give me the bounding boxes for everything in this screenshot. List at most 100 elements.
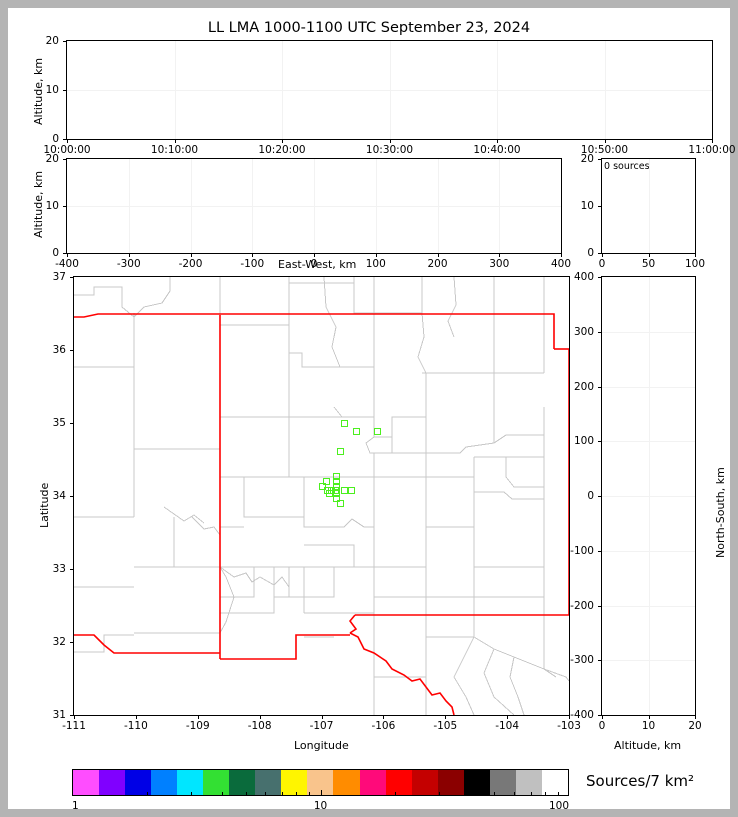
panel-eastwest-altitude-ylabel: Altitude, km	[32, 170, 45, 238]
grid-line-vertical	[648, 159, 650, 253]
panel-eastwest-altitude-xlabel: East-West, km	[278, 258, 357, 271]
grid-line-horizontal	[67, 206, 561, 207]
axis-tick-label-x: 10:10:00	[150, 144, 199, 156]
colorbar-swatch	[151, 770, 178, 795]
lightning-source-marker	[332, 478, 340, 486]
axis-tick-x	[314, 253, 315, 257]
axis-tick-label-y: 0	[52, 133, 59, 145]
axis-tick-x	[507, 715, 509, 719]
colorbar-major-tick	[568, 790, 569, 796]
colorbar-swatch	[333, 770, 360, 795]
colorbar-title: Sources/7 km²	[586, 772, 695, 790]
axis-tick-x	[252, 253, 254, 257]
axis-tick-label-x: -109	[185, 720, 210, 732]
axis-tick-label-y: 10	[45, 200, 59, 212]
axis-tick-y	[62, 159, 66, 160]
axis-tick-label-y: 0	[587, 490, 594, 502]
axis-tick-x	[190, 253, 192, 257]
axis-tick-label-y: 10	[45, 84, 59, 96]
panel-map[interactable]	[73, 276, 570, 716]
axis-tick-x	[389, 139, 391, 143]
axis-tick-label-x: 400	[550, 258, 572, 270]
colorbar-swatch	[385, 770, 412, 795]
axis-tick-x	[695, 253, 696, 257]
axis-tick-x	[383, 715, 385, 719]
axis-tick-y	[62, 139, 66, 140]
axis-tick-y	[597, 441, 601, 443]
axis-tick-label-y: 100	[573, 435, 594, 448]
axis-tick-label-y: -300	[570, 654, 594, 667]
colorbar-minor-tick	[395, 792, 397, 796]
axis-tick-y	[69, 350, 73, 351]
colorbar-minor-tick	[296, 792, 298, 796]
colorbar-minor-tick	[309, 792, 311, 796]
colorbar-swatch	[489, 770, 516, 795]
colorbar-swatch	[463, 770, 490, 795]
axis-tick-label-x: 100	[365, 258, 386, 270]
colorbar-major-tick	[72, 790, 73, 796]
lightning-source-marker	[352, 427, 360, 435]
axis-tick-label-x: 10	[641, 720, 656, 732]
map-geography	[74, 277, 569, 715]
axis-tick-label-x: 11:00:00	[688, 144, 736, 156]
axis-tick-label-x: -107	[309, 720, 334, 732]
colorbar-minor-tick	[146, 792, 148, 796]
axis-tick-label-y: 0	[52, 247, 59, 259]
colorbar-minor-tick	[190, 792, 192, 796]
lightning-source-marker	[323, 478, 331, 486]
axis-tick-label-y: 32	[52, 636, 66, 648]
colorbar-minor-tick	[494, 792, 496, 796]
panel-time-altitude-ylabel: Altitude, km	[32, 57, 45, 125]
axis-tick-x	[375, 253, 377, 257]
colorbar-swatch	[437, 770, 464, 795]
axis-tick-label-x: 20	[688, 720, 702, 732]
colorbar-minor-tick	[221, 792, 223, 796]
axis-tick-label-y: 0	[587, 247, 594, 259]
map-source-markers	[74, 277, 569, 715]
axis-tick-x	[648, 715, 650, 719]
figure-canvas: LL LMA 1000-1100 UTC September 23, 2024 …	[8, 8, 736, 812]
lightning-source-marker	[331, 486, 339, 494]
axis-tick-x	[695, 715, 696, 719]
colorbar-minor-tick	[530, 792, 532, 796]
colorbar-swatch	[203, 770, 230, 795]
axis-tick-y	[597, 331, 601, 333]
colorbar-swatch	[359, 770, 386, 795]
axis-tick-y	[597, 253, 601, 254]
axis-tick-label-x: 0	[598, 720, 606, 732]
axis-tick-y	[69, 496, 73, 497]
axis-tick-label-y: 33	[52, 563, 66, 575]
axis-tick-x	[197, 715, 199, 719]
axis-tick-label-x: -104	[495, 720, 520, 732]
panel-map-xlabel: Longitude	[294, 739, 349, 752]
lightning-source-marker	[327, 486, 335, 494]
lightning-source-marker	[340, 486, 348, 494]
colorbar-major-tick	[320, 790, 322, 796]
grid-line-horizontal	[67, 90, 712, 91]
source-count-note: 0 sources	[604, 161, 650, 172]
axis-tick-label-x: 0	[310, 258, 318, 270]
axis-tick-label-x: -106	[371, 720, 396, 732]
figure-title: LL LMA 1000-1100 UTC September 23, 2024	[207, 20, 531, 36]
axis-tick-x	[67, 139, 68, 143]
axis-tick-y	[597, 715, 601, 716]
lightning-source-marker	[332, 482, 340, 490]
colorbar-swatch	[541, 770, 568, 795]
lightning-source-marker	[373, 427, 381, 435]
axis-tick-y	[597, 496, 601, 497]
axis-tick-x	[497, 139, 498, 143]
axis-tick-y	[597, 159, 601, 160]
axis-tick-y	[597, 277, 601, 278]
axis-tick-x	[437, 253, 439, 257]
colorbar[interactable]	[72, 769, 569, 796]
colorbar-swatch	[255, 770, 282, 795]
axis-tick-y	[62, 253, 66, 254]
axis-tick-x	[259, 715, 261, 719]
axis-tick-label-x: -110	[123, 720, 148, 732]
grid-line-vertical	[648, 277, 650, 715]
axis-tick-label-x: -100	[240, 258, 265, 270]
axis-tick-label-x: 10:00:00	[43, 144, 91, 156]
axis-tick-label-x: 10:50:00	[580, 144, 629, 156]
axis-tick-label-y: 10	[580, 200, 594, 212]
axis-tick-label-x: 10:30:00	[365, 144, 414, 156]
